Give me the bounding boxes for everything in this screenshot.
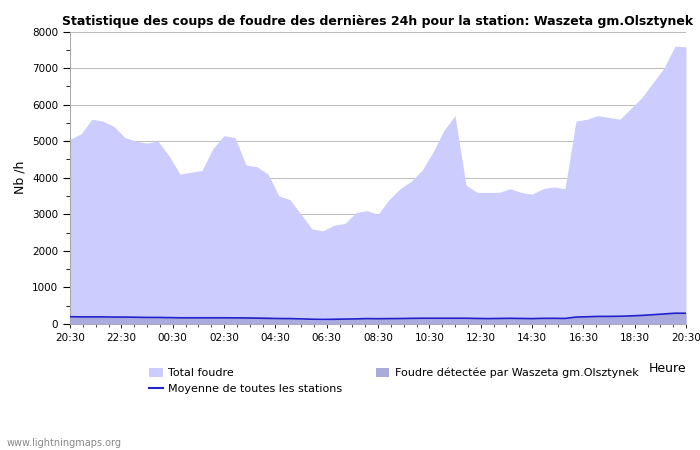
Legend: Total foudre, Moyenne de toutes les stations, Foudre détectée par Waszeta gm.Ols: Total foudre, Moyenne de toutes les stat… [150,368,638,394]
Title: Statistique des coups de foudre des dernières 24h pour la station: Waszeta gm.Ol: Statistique des coups de foudre des dern… [62,14,694,27]
Y-axis label: Nb /h: Nb /h [13,161,27,194]
Text: Heure: Heure [648,362,686,375]
Text: www.lightningmaps.org: www.lightningmaps.org [7,438,122,448]
